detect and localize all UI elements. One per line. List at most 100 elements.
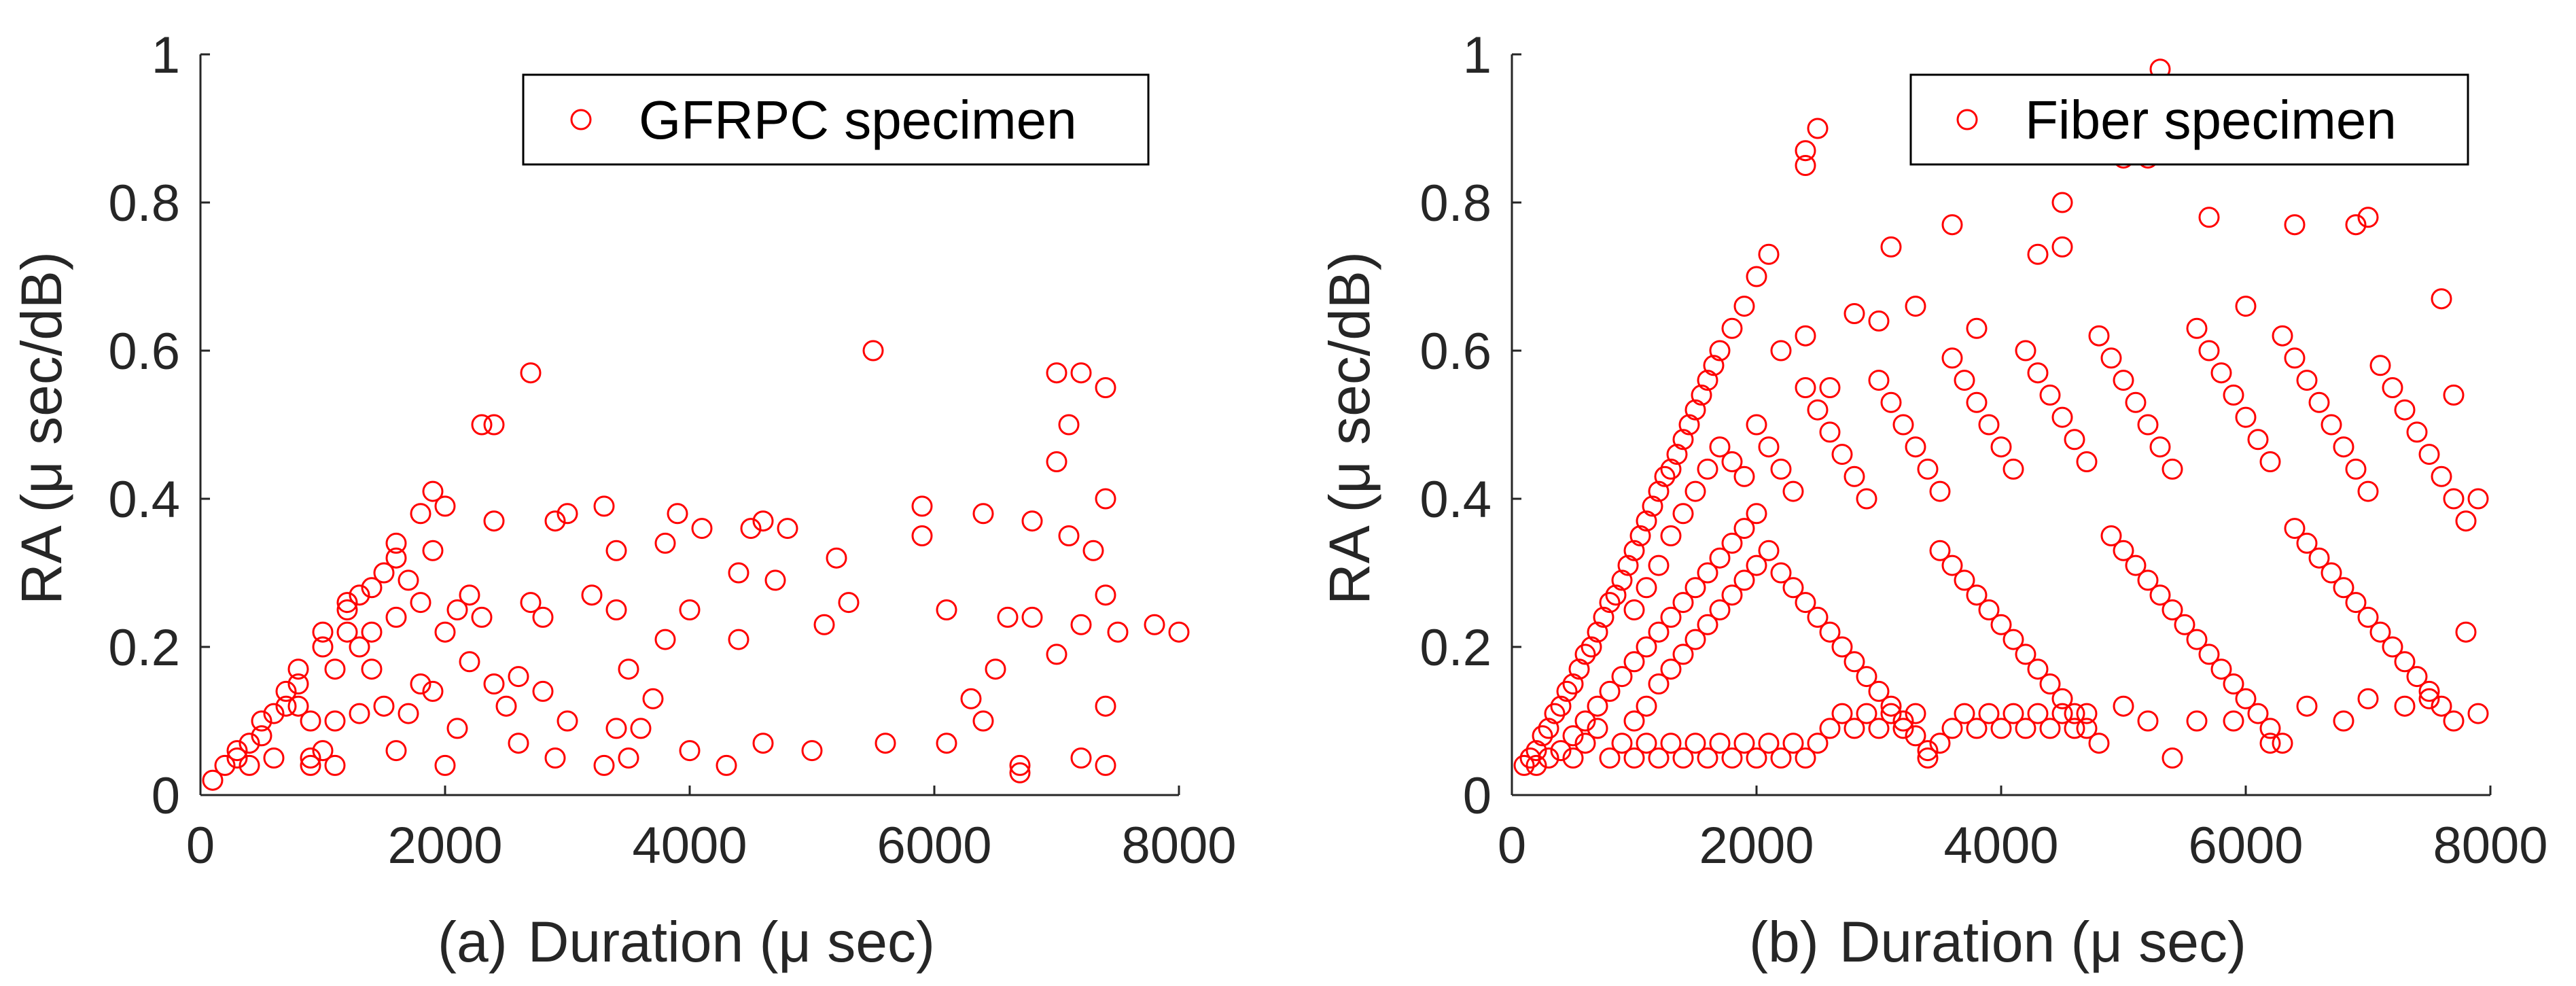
data-point <box>2039 384 2061 406</box>
data-point <box>287 658 309 680</box>
data-point <box>1697 614 1718 635</box>
data-point <box>2369 355 2391 376</box>
data-point <box>1046 451 1068 472</box>
data-point <box>2455 510 2477 532</box>
legend-a: GFRPC specimen <box>522 73 1150 166</box>
data-point <box>544 510 566 532</box>
xlabel-a: (a) Duration (μ sec) <box>438 910 935 974</box>
data-point <box>2223 384 2244 406</box>
data-point <box>202 769 224 791</box>
data-point <box>593 754 615 776</box>
data-point <box>1562 673 1584 694</box>
data-point <box>1843 465 1865 487</box>
data-point <box>1892 414 1914 436</box>
ylabel-text: RA (μ sec/dB) <box>10 251 73 605</box>
data-point <box>1660 458 1682 480</box>
data-point <box>1941 718 1963 739</box>
data-point <box>1568 658 1590 680</box>
data-point <box>361 577 383 599</box>
data-point <box>813 614 835 635</box>
data-point <box>446 718 468 739</box>
data-point <box>985 658 1006 680</box>
data-point <box>1021 606 1043 628</box>
y-tick-label: 0.6 <box>1419 323 1492 381</box>
data-point <box>1623 710 1645 732</box>
data-point <box>2125 554 2147 576</box>
data-point <box>434 621 456 643</box>
data-point <box>2064 718 2085 739</box>
data-point <box>2467 488 2489 510</box>
y-tick-label: 0.6 <box>108 323 180 381</box>
data-point <box>1733 733 1755 754</box>
data-point <box>936 599 957 620</box>
data-point <box>1095 695 1116 717</box>
data-point <box>654 629 676 650</box>
data-point <box>1095 754 1116 776</box>
data-point <box>1966 391 1988 413</box>
data-point <box>2100 525 2122 546</box>
data-point <box>1678 414 1700 436</box>
data-point <box>1660 658 1682 680</box>
data-point <box>422 540 444 561</box>
data-point <box>1905 436 1926 458</box>
data-point <box>936 733 957 754</box>
data-point <box>1733 465 1755 487</box>
data-point <box>520 592 542 614</box>
data-point <box>1954 569 1975 591</box>
legend-marker <box>570 109 592 130</box>
data-point <box>2100 347 2122 369</box>
data-point <box>2308 547 2330 569</box>
data-point <box>434 495 456 517</box>
data-point <box>1082 540 1104 561</box>
data-point <box>2027 243 2049 265</box>
data-point <box>1807 606 1829 628</box>
data-point <box>801 740 823 762</box>
data-point <box>1611 733 1633 754</box>
data-point <box>1636 577 1657 599</box>
data-point <box>2027 703 2049 724</box>
data-point <box>544 747 566 769</box>
data-point <box>1770 340 1792 362</box>
data-point <box>728 562 749 584</box>
data-point <box>2443 488 2465 510</box>
data-point <box>1581 636 1602 658</box>
data-point <box>1709 436 1731 458</box>
data-point <box>1746 414 1767 436</box>
data-point <box>2162 599 2183 620</box>
data-point <box>667 503 688 525</box>
data-point <box>1721 747 1743 769</box>
data-point <box>2162 747 2183 769</box>
data-point <box>336 621 358 643</box>
data-point <box>1070 362 1092 384</box>
data-point <box>2418 444 2440 465</box>
data-point <box>1795 155 1816 176</box>
data-point <box>1941 554 1963 576</box>
data-point <box>1532 725 1553 747</box>
data-point <box>239 733 260 754</box>
data-point <box>1807 118 1829 139</box>
data-point <box>1733 518 1755 540</box>
data-point <box>2186 317 2208 339</box>
data-point <box>1636 733 1657 754</box>
y-tick-label: 0.8 <box>108 175 180 232</box>
data-point <box>2235 296 2257 317</box>
data-point <box>1954 703 1975 724</box>
data-point <box>263 747 285 769</box>
data-point <box>1868 370 1890 391</box>
data-point <box>1684 629 1706 650</box>
legend-label: GFRPC specimen <box>639 90 1077 150</box>
data-point <box>838 592 860 614</box>
data-point <box>422 480 444 502</box>
y-tick-label: 1 <box>152 27 180 84</box>
data-point <box>2027 362 2049 384</box>
data-point <box>336 592 358 614</box>
data-point <box>385 740 407 762</box>
data-point <box>2002 458 2024 480</box>
data-point <box>1697 747 1718 769</box>
data-point <box>1672 592 1694 614</box>
tick-labels-a: 0 2000 4000 6000 8000 0 0.2 0.4 0.6 0.8 1 <box>108 27 1236 875</box>
data-point <box>1684 399 1706 421</box>
data-point <box>373 695 395 717</box>
data-point <box>2198 340 2220 362</box>
data-point <box>2382 636 2403 658</box>
